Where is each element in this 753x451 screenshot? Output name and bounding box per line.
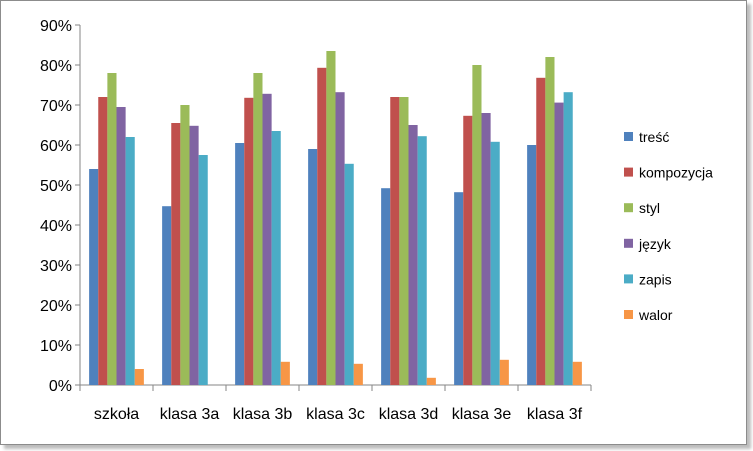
bar	[335, 92, 345, 385]
bars	[89, 51, 582, 386]
y-tick-label: 40%	[40, 218, 72, 235]
legend-swatch	[624, 203, 633, 213]
bar	[563, 92, 573, 385]
legend-label: kompozycja	[639, 165, 713, 181]
legend-label: treść	[639, 129, 669, 145]
bar	[554, 102, 564, 385]
y-tick-label: 70%	[40, 98, 72, 115]
x-tick-label: klasa 3b	[233, 406, 293, 423]
bar	[408, 125, 418, 385]
y-tick-label: 90%	[40, 18, 72, 35]
bar	[353, 363, 363, 385]
legend: treść kompozycja styl język zapis walor	[624, 129, 713, 323]
bar	[171, 123, 181, 385]
bar	[545, 57, 555, 385]
legend-swatch	[624, 274, 633, 284]
bar	[454, 192, 464, 385]
legend-label: walor	[638, 307, 673, 323]
bar	[253, 73, 263, 385]
x-axis: szkoła klasa 3a klasa 3b klasa 3c klasa 3d kl…	[79, 384, 592, 423]
bar	[134, 369, 144, 385]
bar	[381, 188, 391, 385]
bar	[499, 359, 509, 385]
bar	[472, 65, 482, 385]
y-tick-label: 30%	[40, 258, 72, 275]
bar	[308, 149, 318, 385]
bar	[572, 361, 582, 385]
legend-label: język	[638, 236, 672, 252]
x-tick-label: klasa 3e	[452, 406, 512, 423]
y-tick-label: 80%	[40, 58, 72, 75]
bar	[235, 143, 245, 385]
bar-chart: 0% 10% 20% 30% 40% 50% 60% 70% 80% 90% szkoła klas…	[40, 18, 713, 423]
bar	[262, 93, 272, 386]
bar	[162, 206, 172, 385]
bar	[180, 105, 190, 385]
bar	[399, 97, 409, 385]
bar	[89, 169, 99, 385]
bar	[527, 145, 537, 385]
bar	[463, 115, 473, 386]
legend-swatch	[624, 132, 633, 141]
legend-swatch	[624, 238, 633, 248]
y-axis: 0% 10% 20% 30% 40% 50% 60% 70% 80% 90%	[40, 18, 81, 395]
x-tick-label: szkoła	[94, 406, 139, 423]
bar	[426, 377, 436, 385]
legend-label: zapis	[639, 271, 672, 287]
x-tick-label: klasa 3a	[160, 406, 220, 423]
y-tick-label: 0%	[49, 378, 72, 395]
bar	[107, 73, 117, 385]
x-tick-label: klasa 3c	[306, 406, 365, 423]
y-tick-label: 50%	[40, 178, 72, 195]
x-tick-label: klasa 3d	[379, 406, 439, 423]
bar	[116, 107, 126, 385]
bar	[490, 141, 500, 385]
chart-frame: 0% 10% 20% 30% 40% 50% 60% 70% 80% 90% szkoła klas…	[0, 0, 747, 445]
bar	[390, 97, 400, 385]
bar	[417, 136, 427, 385]
bar	[344, 163, 354, 385]
y-tick-label: 20%	[40, 298, 72, 315]
legend-swatch	[624, 310, 633, 319]
bar	[280, 361, 290, 385]
x-tick-label: klasa 3f	[527, 406, 583, 423]
bar	[326, 51, 336, 385]
bar	[271, 131, 281, 385]
bar	[198, 155, 208, 385]
bar	[98, 97, 108, 385]
bar	[189, 125, 199, 386]
bar	[481, 113, 491, 385]
bar	[125, 137, 135, 385]
y-tick-label: 10%	[40, 338, 72, 355]
legend-swatch	[624, 167, 633, 177]
legend-label: styl	[639, 200, 660, 216]
bar	[244, 97, 254, 386]
bar	[536, 77, 546, 386]
y-tick-label: 60%	[40, 138, 72, 155]
bar	[317, 67, 327, 386]
